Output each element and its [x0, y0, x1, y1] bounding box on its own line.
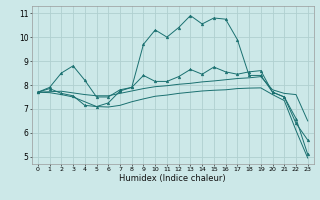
X-axis label: Humidex (Indice chaleur): Humidex (Indice chaleur): [119, 174, 226, 183]
